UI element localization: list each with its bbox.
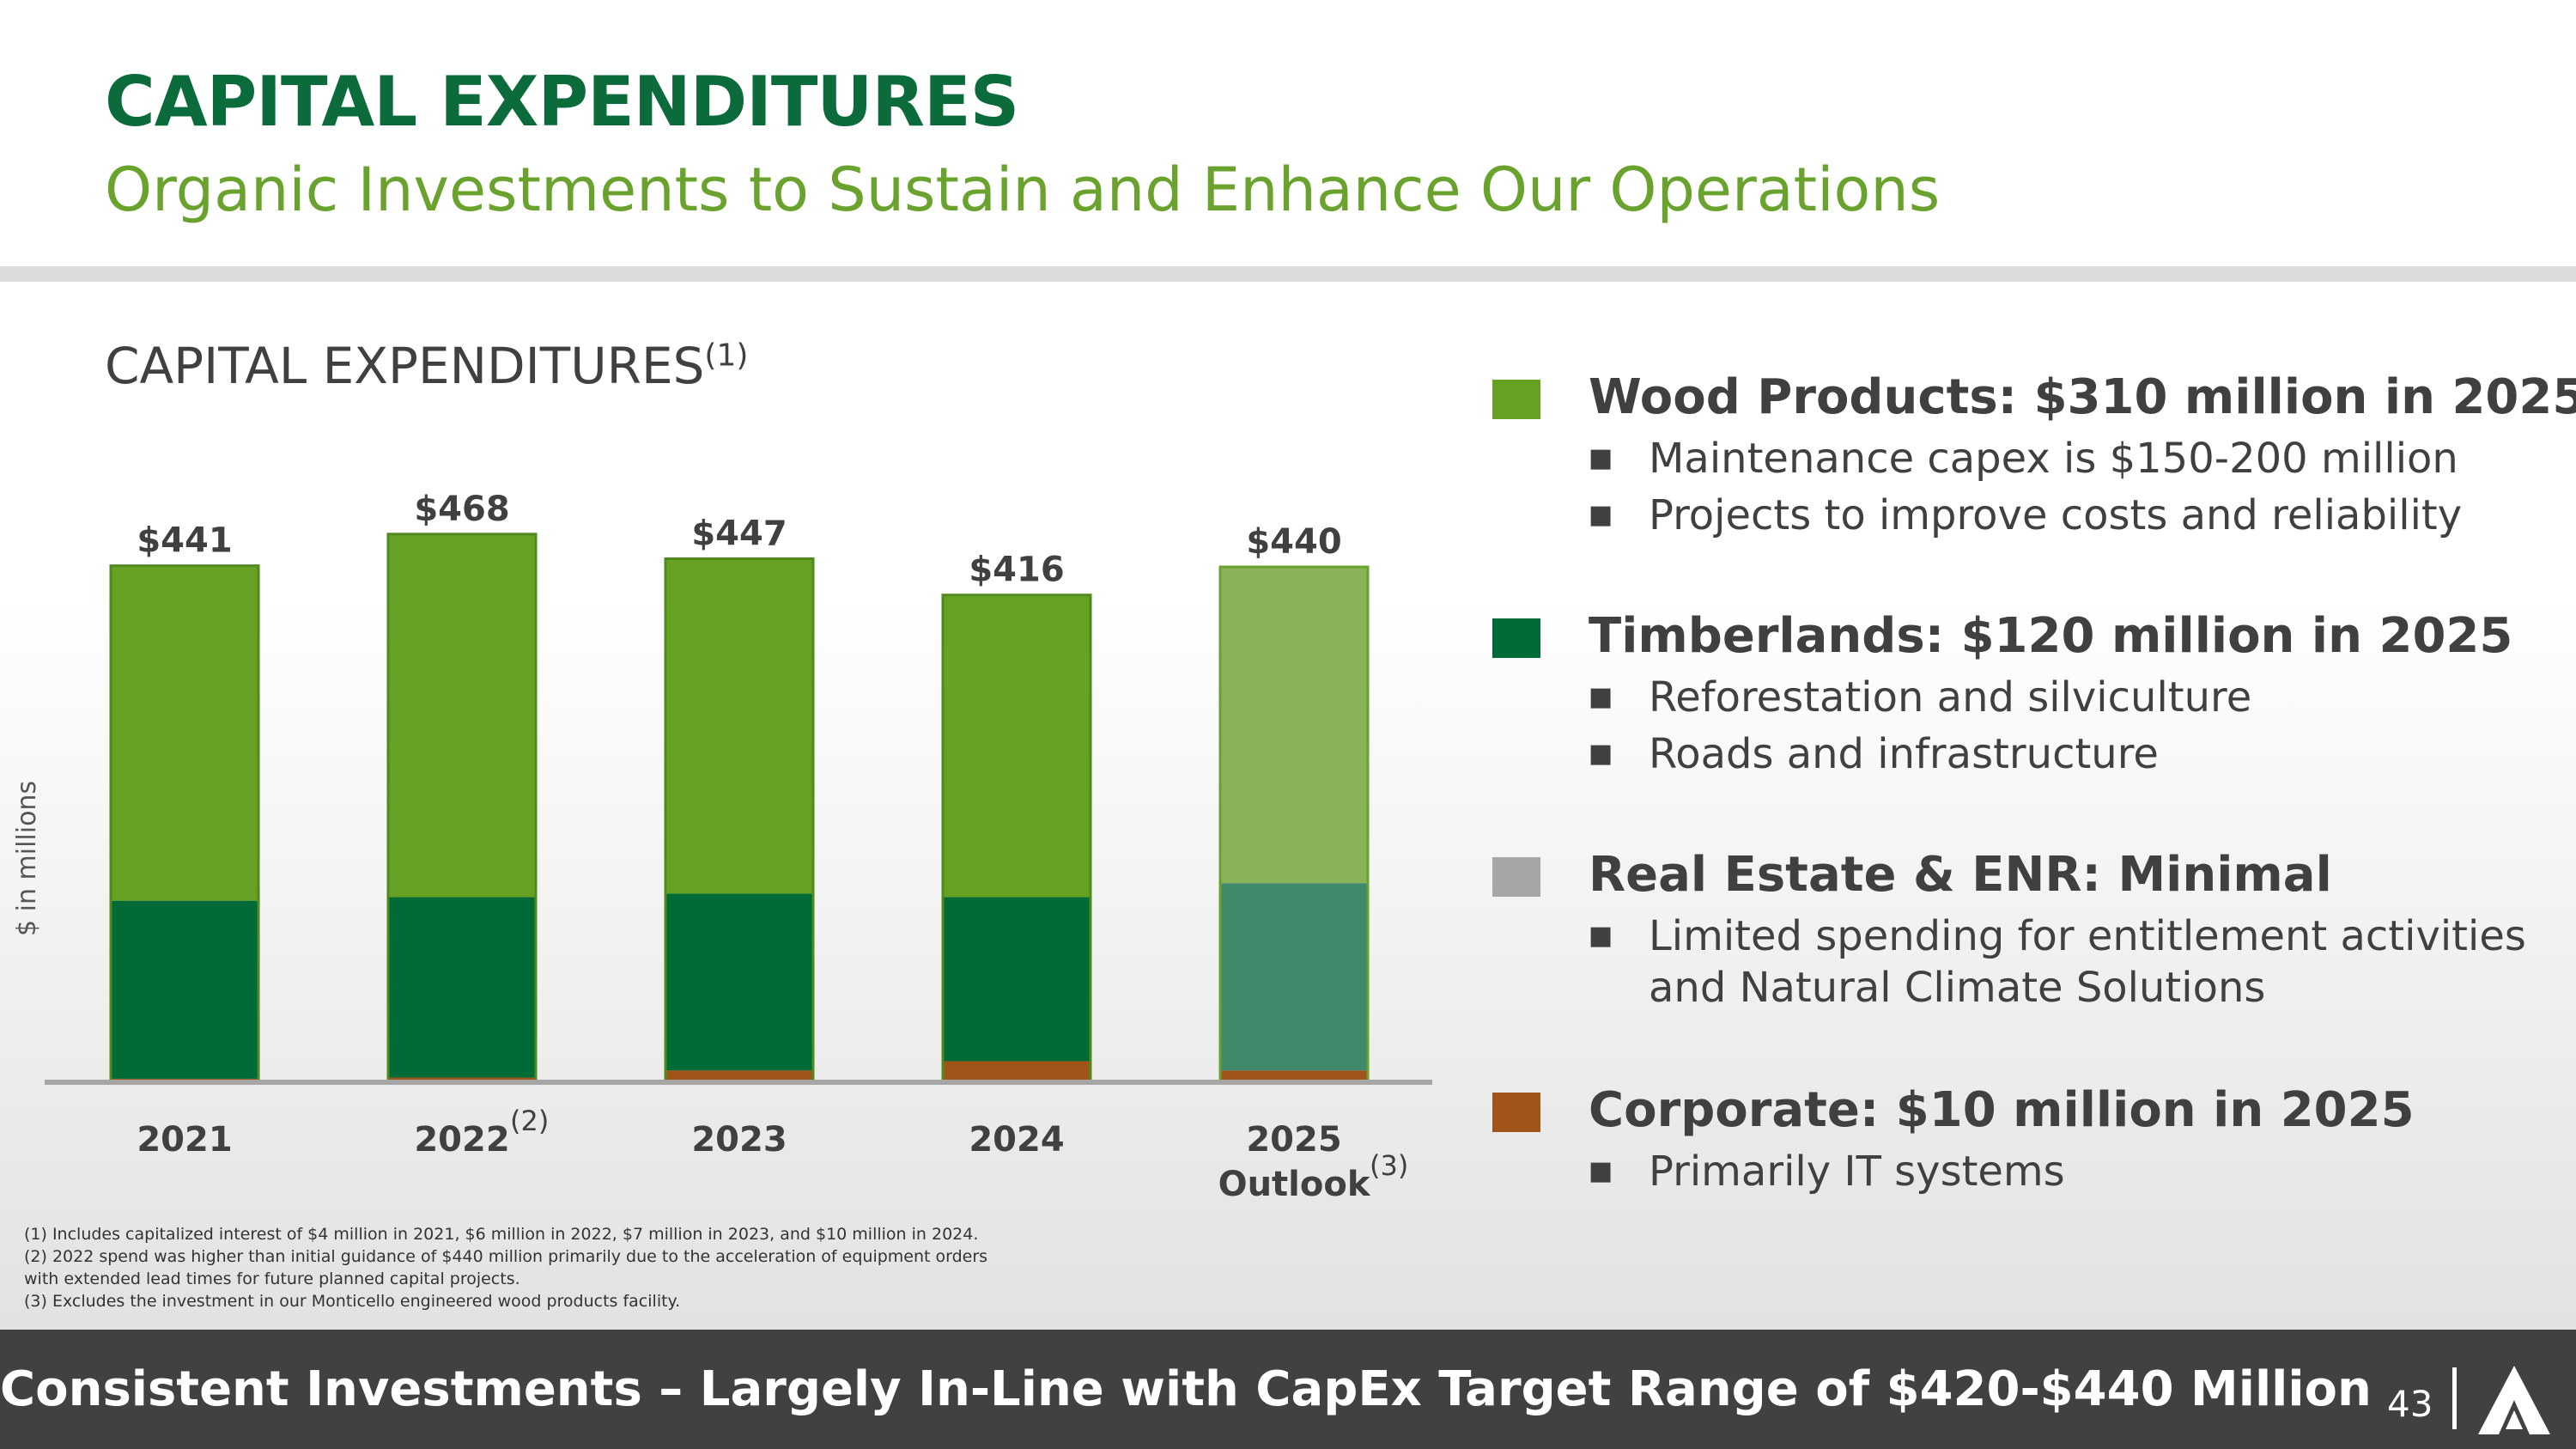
x-tick-footnote: (3) — [1370, 1149, 1408, 1182]
capex-bar-chart: $441 2021 $468 2022 (2) $447 2023 $416 2024 $440 2… — [45, 490, 1432, 1204]
slide-footer: Consistent Investments – Largely In-Line… — [0, 1330, 2576, 1449]
list-item: ■ Primarily IT systems — [1589, 1146, 2533, 1197]
company-logo-icon — [2478, 1366, 2550, 1434]
list-item: ■ Reforestation and silviculture — [1589, 672, 2533, 723]
footnote-3: (3) Excludes the investment in our Monti… — [24, 1292, 681, 1311]
bar-segment — [943, 1061, 1091, 1082]
footer-tagline: Consistent Investments – Largely In-Line… — [0, 1361, 2372, 1417]
bar-segment — [1220, 1070, 1368, 1082]
wood-products-swatch — [1492, 380, 1540, 419]
chart-title: CAPITAL EXPENDITURES(1) — [105, 337, 748, 395]
bar-total-label: $447 — [691, 514, 787, 553]
page-number: 43 — [2387, 1383, 2433, 1425]
timberlands-swatch — [1492, 618, 1540, 658]
bullet-text: Projects to improve costs and reliabilit… — [1649, 491, 2463, 539]
bar-segment — [1220, 883, 1368, 1071]
footnote-1: (1) Includes capitalized interest of $4 … — [24, 1225, 979, 1244]
bar-segment — [943, 897, 1091, 1062]
bar-segment — [388, 533, 536, 898]
square-bullet-icon: ■ — [1589, 739, 1613, 769]
bullet-text: Maintenance capex is $150-200 million — [1649, 435, 2458, 483]
segment-bullets: ■ Limited spending for entitlement activi… — [1589, 910, 2533, 1019]
footnotes: (1) Includes capitalized interest of $4 … — [24, 1223, 1037, 1312]
segment-heading: Real Estate & ENR: Minimal — [1589, 847, 2332, 903]
bullet-text: Limited spending for entitlement activit… — [1649, 912, 2526, 1012]
list-item: ■ Roads and infrastructure — [1589, 728, 2533, 780]
bar-segment — [665, 893, 813, 1071]
real-estate-swatch — [1492, 857, 1540, 897]
x-tick-footnote: (2) — [510, 1105, 549, 1137]
bar-segment — [665, 558, 813, 894]
x-tick-label: 2025 — [1246, 1120, 1341, 1160]
footnote-2-continued: with extended lead times for future plan… — [24, 1269, 520, 1288]
bar-total-label: $468 — [414, 490, 509, 529]
footer-divider — [2452, 1367, 2457, 1429]
page-title: CAPITAL EXPENDITURES — [105, 62, 1019, 142]
bar-segment — [111, 900, 258, 1079]
bar-segment — [1220, 567, 1368, 884]
page-subtitle: Organic Investments to Sustain and Enhan… — [105, 155, 1941, 225]
square-bullet-icon: ■ — [1589, 1156, 1613, 1186]
list-item: ■ Limited spending for entitlement activi… — [1589, 910, 2533, 1014]
bar-total-label: $416 — [969, 551, 1064, 590]
footnote-2: (2) 2022 spend was higher than initial g… — [24, 1247, 988, 1266]
bar-segment — [388, 897, 536, 1078]
x-tick-label-line2: Outlook — [1218, 1165, 1371, 1204]
x-tick-label: 2022 — [414, 1120, 509, 1160]
header-divider — [0, 266, 2576, 282]
segment-bullets: ■ Primarily IT systems — [1589, 1146, 2533, 1202]
slide-header: CAPITAL EXPENDITURES Organic Investments… — [0, 0, 2576, 266]
bar-segment — [111, 565, 258, 901]
bullet-text: Primarily IT systems — [1649, 1148, 2065, 1196]
segment-bullets: ■ Reforestation and silviculture ■ Roads a… — [1589, 672, 2533, 785]
square-bullet-icon: ■ — [1589, 682, 1613, 712]
bullet-text: Reforestation and silviculture — [1649, 673, 2252, 721]
bar-segment — [943, 594, 1091, 898]
chart-title-text: CAPITAL EXPENDITURES — [105, 337, 705, 395]
square-bullet-icon: ■ — [1589, 921, 1613, 951]
segment-heading: Wood Products: $310 million in 2025 — [1589, 369, 2576, 425]
corporate-swatch — [1492, 1093, 1540, 1132]
segment-bullets: ■ Maintenance capex is $150-200 million ■… — [1589, 433, 2533, 546]
square-bullet-icon: ■ — [1589, 500, 1613, 530]
x-tick-label: 2021 — [137, 1120, 232, 1160]
chart-title-footnote: (1) — [704, 338, 749, 374]
bar-total-label: $440 — [1246, 522, 1341, 562]
bar-total-label: $441 — [137, 521, 232, 561]
segment-heading: Corporate: $10 million in 2025 — [1589, 1082, 2415, 1138]
square-bullet-icon: ■ — [1589, 443, 1613, 473]
list-item: ■ Maintenance capex is $150-200 million — [1589, 433, 2533, 484]
x-tick-label: 2023 — [691, 1120, 787, 1160]
list-item: ■ Projects to improve costs and reliabili… — [1589, 490, 2533, 541]
segment-heading: Timberlands: $120 million in 2025 — [1589, 608, 2513, 664]
bullet-text: Roads and infrastructure — [1649, 730, 2159, 778]
bar-segment — [665, 1070, 813, 1082]
x-tick-label: 2024 — [969, 1120, 1064, 1160]
